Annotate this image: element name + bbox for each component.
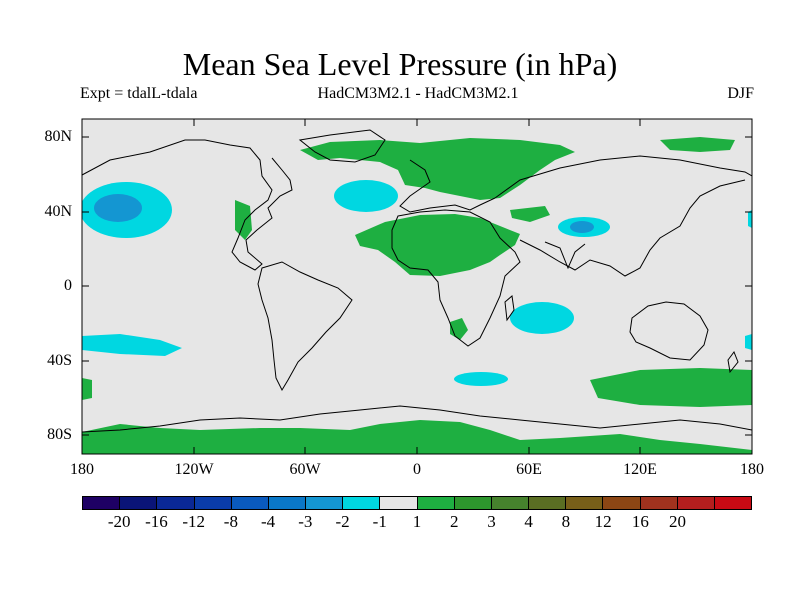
east-edge-low-region — [745, 334, 752, 350]
colorbar-label: 1 — [412, 512, 422, 531]
greenland-coast — [298, 129, 386, 163]
colorbar-swatch — [529, 497, 567, 509]
lat-label-0: 0 — [64, 277, 72, 294]
india-coast — [544, 241, 586, 270]
south-america-coast — [257, 261, 353, 392]
antarctica-coast — [82, 405, 752, 433]
central-asia-high-region — [510, 206, 550, 222]
arctic-high-region — [660, 137, 735, 152]
colorbar-swatch — [640, 497, 678, 509]
experiment-label: Expt = tdalL-tdala — [80, 85, 198, 102]
colorbar-swatch — [417, 497, 455, 509]
colorbar-label: -1 — [372, 512, 387, 531]
colorbar-label: 12 — [594, 512, 612, 531]
colorbar-label: 16 — [631, 512, 649, 531]
colorbar-swatch — [380, 497, 418, 509]
australia-coast — [629, 301, 709, 361]
madagascar-coast — [504, 295, 515, 322]
colorbar-swatch — [603, 497, 641, 509]
model-label: HadCM3M2.1 - HadCM3M2.1 — [317, 85, 519, 102]
lon-label-60w: 60W — [289, 461, 321, 478]
colorbar-swatch — [306, 497, 344, 509]
colorbar-swatch — [677, 497, 715, 509]
south-indian-low-region — [510, 302, 574, 334]
colorbar-swatch — [714, 497, 752, 509]
lon-label-60e: 60E — [516, 461, 542, 478]
colorbar-swatch — [454, 497, 492, 509]
asia-coast — [494, 155, 752, 277]
colorbar-label: 3 — [487, 512, 496, 531]
colorbar-swatch — [231, 497, 269, 509]
north-pacific-low-core — [94, 194, 142, 222]
south-pacific-west-high-region — [82, 378, 92, 400]
antarctic-high-region — [82, 420, 752, 454]
southern-ocean-high-region — [590, 368, 752, 407]
colorbar-label: 8 — [561, 512, 571, 531]
colorbar-label: -20 — [107, 512, 131, 531]
lat-label-80s: 80S — [47, 426, 72, 443]
colorbar-swatch — [194, 497, 232, 509]
tibet-low-core — [570, 221, 594, 233]
north-america-high-region — [235, 200, 252, 240]
axis-ticks — [82, 119, 752, 454]
eurasia-high-region — [300, 138, 575, 200]
south-pacific-low-region — [82, 334, 182, 356]
colorbar-label: -8 — [223, 512, 238, 531]
lat-label-40s: 40S — [47, 352, 72, 369]
north-africa-high-region — [355, 214, 520, 276]
plot-title: Mean Sea Level Pressure (in hPa) — [182, 46, 618, 82]
colorbar-swatch — [491, 497, 530, 509]
colorbar-label: 20 — [669, 512, 687, 531]
colorbar-swatch — [83, 497, 121, 509]
lon-label-180w: 180 — [70, 461, 94, 478]
colorbar-label: -4 — [261, 512, 276, 531]
colorbar-label: -2 — [335, 512, 350, 531]
colorbar-label: 4 — [524, 512, 533, 531]
colorbar-swatch — [120, 497, 158, 509]
north-atlantic-low-region — [334, 180, 398, 212]
colorbar-swatch — [566, 497, 604, 509]
lon-label-120e: 120E — [623, 461, 657, 478]
anomaly-layer — [82, 137, 752, 454]
lon-label-120w: 120W — [174, 461, 214, 478]
colorbar-label: -12 — [182, 512, 205, 531]
lon-label-0: 0 — [413, 461, 421, 478]
new-zealand-coast — [727, 350, 739, 374]
north-america-coast — [82, 139, 293, 271]
africa-coast — [391, 209, 521, 347]
colorbar-swatch — [268, 497, 307, 509]
colorbar-label: -3 — [298, 512, 313, 531]
coastlines — [82, 129, 752, 433]
colorbar-label: -16 — [145, 512, 168, 531]
colorbar-swatch — [157, 497, 195, 509]
east-edge-low-north-region — [748, 210, 752, 228]
lat-label-80n: 80N — [44, 128, 72, 145]
south-atlantic-low-region — [454, 372, 508, 386]
europe-coast — [399, 159, 496, 213]
colorbar — [82, 496, 752, 510]
season-label: DJF — [727, 85, 754, 102]
colorbar-swatch — [343, 497, 381, 509]
lon-label-180e: 180 — [740, 461, 764, 478]
lat-label-40n: 40N — [44, 203, 72, 220]
colorbar-label: 2 — [449, 512, 459, 531]
